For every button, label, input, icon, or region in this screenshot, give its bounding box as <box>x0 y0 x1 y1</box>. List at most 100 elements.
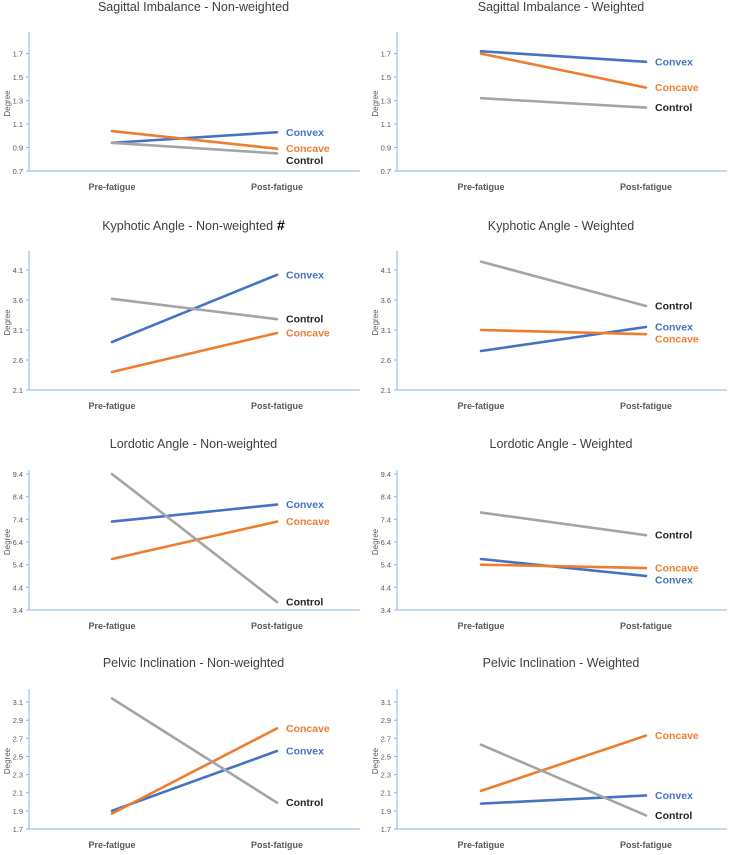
series-line-control <box>481 262 646 306</box>
x-tick-label-pre-fatigue: Pre-fatigue <box>457 182 504 192</box>
series-label-control: Control <box>286 314 323 326</box>
y-tick-label: 2.3 <box>381 771 391 780</box>
y-tick-label: 1.3 <box>381 97 391 106</box>
chart-title-text: Lordotic Angle - Weighted <box>490 437 633 451</box>
y-tick-label: 2.9 <box>13 716 23 725</box>
series-label-concave: Concave <box>286 143 330 155</box>
y-tick-label: 9.4 <box>13 470 23 479</box>
x-tick-label-post-fatigue: Post-fatigue <box>620 621 672 631</box>
y-tick-label: 3.6 <box>13 296 23 305</box>
y-tick-label: 2.1 <box>381 386 391 395</box>
series-label-control: Control <box>286 597 323 609</box>
y-axis-label: Degree <box>3 90 12 117</box>
y-tick-label: 4.4 <box>13 583 23 592</box>
chart-title-text: Sagittal Imbalance - Non-weighted <box>98 0 289 14</box>
y-tick-label: 8.4 <box>381 493 391 502</box>
y-tick-label: 3.1 <box>381 326 391 335</box>
series-label-convex: Convex <box>655 575 693 587</box>
x-tick-label-post-fatigue: Post-fatigue <box>620 401 672 411</box>
y-tick-label: 9.4 <box>381 470 391 479</box>
series-line-control <box>112 299 277 319</box>
x-tick-label-pre-fatigue: Pre-fatigue <box>88 182 135 192</box>
y-tick-label: 3.6 <box>381 296 391 305</box>
y-tick-label: 2.1 <box>381 789 391 798</box>
y-axis-label: Degree <box>3 309 12 336</box>
chart-lordotic-angle-weighted: Lordotic Angle - Weighted 3.4 4.4 5.4 6.4 7.4… <box>371 437 727 631</box>
x-tick-label-post-fatigue: Post-fatigue <box>620 182 672 192</box>
y-tick-label: 3.4 <box>13 606 23 615</box>
y-tick-label: 0.9 <box>381 144 391 153</box>
y-tick-label: 3.4 <box>381 606 391 615</box>
series-line-concave <box>112 333 277 372</box>
y-tick-label: 1.9 <box>381 807 391 816</box>
y-tick-label: 4.4 <box>381 583 391 592</box>
chart-title-text: Sagittal Imbalance - Weighted <box>478 0 645 14</box>
y-tick-label: 4.1 <box>381 266 391 275</box>
chart-title-text: Pelvic Inclination - Non-weighted <box>103 656 284 670</box>
series-line-concave <box>481 736 646 791</box>
chart-title: Pelvic Inclination - Non-weighted <box>103 656 284 670</box>
x-tick-label-post-fatigue: Post-fatigue <box>251 182 303 192</box>
series-label-control: Control <box>655 530 692 542</box>
series-line-control <box>112 143 277 154</box>
y-tick-label: 3.1 <box>13 698 23 707</box>
y-tick-label: 7.4 <box>13 515 23 524</box>
chart-title: Kyphotic Angle - Non-weighted # <box>102 217 285 233</box>
series-label-convex: Convex <box>286 127 324 139</box>
y-tick-label: 2.5 <box>381 752 391 761</box>
y-tick-label: 3.1 <box>13 326 23 335</box>
y-tick-label: 0.9 <box>13 144 23 153</box>
y-axis-label: Degree <box>371 309 380 336</box>
y-tick-label: 2.6 <box>13 356 23 365</box>
chart-title: Sagittal Imbalance - Weighted <box>478 0 645 14</box>
series-label-control: Control <box>286 155 323 167</box>
x-tick-label-post-fatigue: Post-fatigue <box>251 621 303 631</box>
series-label-concave: Concave <box>655 730 699 742</box>
series-label-concave: Concave <box>655 82 699 94</box>
y-tick-label: 6.4 <box>13 538 23 547</box>
x-tick-label-pre-fatigue: Pre-fatigue <box>88 840 135 850</box>
chart-title-text: Pelvic Inclination - Weighted <box>483 656 640 670</box>
series-line-convex <box>481 795 646 803</box>
chart-title: Pelvic Inclination - Weighted <box>483 656 640 670</box>
series-line-concave <box>481 565 646 568</box>
y-tick-label: 1.1 <box>381 120 391 129</box>
y-tick-label: 1.7 <box>13 50 23 59</box>
y-tick-label: 2.6 <box>381 356 391 365</box>
series-label-convex: Convex <box>655 56 693 68</box>
chart-kyphotic-angle-non-weighted: Kyphotic Angle - Non-weighted #2.12.63.1… <box>3 217 360 411</box>
y-tick-label: 1.7 <box>381 825 391 834</box>
series-label-concave: Concave <box>286 328 330 340</box>
y-tick-label: 1.7 <box>381 50 391 59</box>
series-line-convex <box>112 505 277 522</box>
series-label-concave: Concave <box>655 334 699 346</box>
series-line-concave <box>112 522 277 559</box>
chart-grid: Sagittal Imbalance - Non-weighted 0.7 0.9 1… <box>0 0 730 850</box>
y-tick-label: 8.4 <box>13 493 23 502</box>
significance-marker: # <box>273 217 285 233</box>
y-tick-label: 1.3 <box>13 97 23 106</box>
series-label-convex: Convex <box>286 499 324 511</box>
y-tick-label: 2.7 <box>13 734 23 743</box>
series-label-concave: Concave <box>286 723 330 735</box>
x-tick-label-pre-fatigue: Pre-fatigue <box>88 401 135 411</box>
y-tick-label: 7.4 <box>381 515 391 524</box>
series-label-concave: Concave <box>655 563 699 575</box>
y-tick-label: 5.4 <box>381 561 391 570</box>
y-tick-label: 2.7 <box>381 734 391 743</box>
chart-kyphotic-angle-weighted: Kyphotic Angle - Weighted2.12.63.13.64.1… <box>371 219 727 411</box>
y-tick-label: 1.5 <box>13 73 23 82</box>
y-axis-label: Degree <box>371 90 380 117</box>
series-line-control <box>481 98 646 107</box>
series-line-control <box>481 513 646 536</box>
chart-title: Lordotic Angle - Non-weighted <box>110 437 278 451</box>
y-tick-label: 6.4 <box>381 538 391 547</box>
y-axis-label: Degree <box>371 747 380 774</box>
series-label-control: Control <box>655 301 692 313</box>
y-tick-label: 3.1 <box>381 698 391 707</box>
y-tick-label: 0.7 <box>13 167 23 176</box>
chart-title: Lordotic Angle - Weighted <box>490 437 633 451</box>
chart-pelvic-inclination-non-weighted: Pelvic Inclination - Non-weighted1.71.92… <box>3 656 360 850</box>
y-axis-label: Degree <box>3 747 12 774</box>
series-line-control <box>112 698 277 802</box>
